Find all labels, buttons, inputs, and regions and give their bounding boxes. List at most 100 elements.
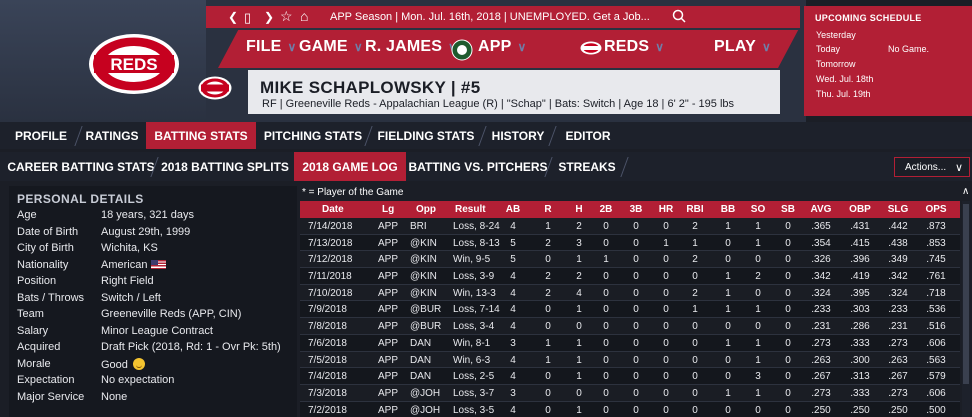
subtab-batting-vs-pitchers[interactable]: BATTING VS. PITCHERS <box>408 159 548 174</box>
schedule-today[interactable]: Today <box>816 44 841 54</box>
table-cell: 0 <box>603 287 609 299</box>
scrollbar-thumb[interactable] <box>963 204 969 384</box>
table-cell: 0 <box>663 304 669 316</box>
column-header-ab[interactable]: AB <box>505 204 521 215</box>
schedule-tomorrow[interactable]: Tomorrow <box>816 59 856 69</box>
subtab-batting-splits[interactable]: 2018 BATTING SPLITS <box>161 159 289 174</box>
table-cell: 1 <box>755 354 761 366</box>
smiley-face-icon <box>132 357 145 370</box>
tab-profile[interactable]: PROFILE <box>14 128 67 143</box>
table-row[interactable]: 7/9/2018 APP @BUR Loss, 7-14 4 0 1 0 0 0 1 1 1 0 .233.… <box>300 301 960 319</box>
star-icon[interactable]: ☆ <box>280 8 293 24</box>
table-cell: @BUR <box>410 321 442 333</box>
column-header-so[interactable]: SO <box>750 204 766 215</box>
forward-icon[interactable]: ❯ <box>264 10 275 24</box>
table-row[interactable]: 7/8/2018 APP @BUR Loss, 3-4 4 0 0 0 0 0 0 0 0 0 .231 .2… <box>300 318 960 335</box>
column-header-obp[interactable]: OBP <box>849 204 871 215</box>
column-header-hr[interactable]: HR <box>658 204 674 215</box>
table-row[interactable]: 7/4/2018 APP DAN Loss, 2-5 4 0 1 0 0 0 0 0 3 0 .267 .31… <box>300 368 960 385</box>
table-cell: 0 <box>663 254 669 266</box>
tab-batting-stats[interactable]: BATTING STATS <box>146 122 256 149</box>
column-header-h[interactable]: H <box>575 204 583 215</box>
column-header-sb[interactable]: SB <box>781 204 795 215</box>
actions-dropdown[interactable]: Actions... ∨ <box>894 157 970 177</box>
table-cell: 7/2/2018 <box>308 404 347 416</box>
subtab-streaks[interactable]: STREAKS <box>558 159 616 174</box>
table-cell: @KIN <box>410 237 437 249</box>
detail-value[interactable]: Draft Pick (2018, Rd: 1 - Ovr Pk: 5th) <box>101 341 281 353</box>
table-cell: .718 <box>926 287 946 299</box>
phone-icon[interactable]: ▯ <box>244 10 252 25</box>
menu-file[interactable]: FILE ∨ <box>246 38 296 56</box>
table-cell: 3 <box>510 337 516 349</box>
tab-editor[interactable]: EDITOR <box>565 128 611 143</box>
scroll-up-icon[interactable]: ∧ <box>962 186 970 197</box>
table-header: Date Lg Opp Result AB R H 2B 3B HR RBI BB SO SB AVG OBP… <box>300 201 960 218</box>
chevron-down-icon: ∨ <box>954 162 963 174</box>
menu-league[interactable]: APP ∨ <box>478 38 526 56</box>
table-cell: 2 <box>576 221 582 232</box>
schedule-thu[interactable]: Thu. Jul. 19th <box>816 89 871 99</box>
table-row[interactable]: 7/11/2018 APP @KIN Loss, 3-9 4 2 2 0 0 0 0 1 2 0 .342.… <box>300 268 960 285</box>
column-header-avg[interactable]: AVG <box>810 204 832 215</box>
table-cell: Loss, 3-7 <box>453 387 495 399</box>
menu-game[interactable]: GAME ∨ <box>299 38 363 56</box>
tab-pitching-stats[interactable]: PITCHING STATS <box>263 128 363 143</box>
table-cell: 0 <box>633 387 639 399</box>
column-header-result[interactable]: Result <box>455 204 486 215</box>
table-cell: 7/5/2018 <box>308 354 347 366</box>
table-cell: .563 <box>926 354 946 366</box>
table-cell: 1 <box>545 221 551 232</box>
schedule-wed[interactable]: Wed. Jul. 18th <box>816 74 874 84</box>
status-bar <box>206 6 800 28</box>
home-icon[interactable]: ⌂ <box>300 8 309 24</box>
column-header-lg[interactable]: Lg <box>382 204 395 215</box>
table-row[interactable]: 7/3/2018 APP @JOH Loss, 3-7 3 0 0 0 0 0 0 1 1 0 .273 .3… <box>300 384 960 402</box>
column-header-3b[interactable]: 3B <box>629 204 643 215</box>
tab-fielding-stats[interactable]: FIELDING STATS <box>377 128 475 143</box>
column-header-ops[interactable]: OPS <box>925 204 947 215</box>
column-header-opp[interactable]: Opp <box>416 204 436 215</box>
table-row[interactable]: 7/14/2018 APP BRI Loss, 8-24 4 1 2 0 0 0 2 1 1 0 .365.… <box>300 218 960 235</box>
table-cell: @KIN <box>410 287 437 299</box>
subtab-career-batting[interactable]: CAREER BATTING STATS <box>7 159 155 174</box>
table-cell: 0 <box>545 404 551 416</box>
menu-team[interactable]: REDS ∨ <box>604 38 664 56</box>
schedule-yesterday[interactable]: Yesterday <box>816 30 856 40</box>
table-cell: Loss, 3-4 <box>453 321 495 333</box>
column-header-r[interactable]: R <box>544 204 552 215</box>
actions-label: Actions... <box>905 161 947 173</box>
column-header-date[interactable]: Date <box>322 204 344 215</box>
menu-manager[interactable]: R. JAMES∨ <box>365 38 457 56</box>
table-row[interactable]: 7/12/2018 APP @KIN Win, 9-5 5 0 1 1 0 0 2 0 0 0 .326 .3… <box>300 251 960 269</box>
table-cell: .250 <box>888 404 908 416</box>
table-row[interactable]: 7/6/2018 APP DAN Win, 8-1 3 1 1 0 0 0 0 1 1 0 .273 .333… <box>300 334 960 352</box>
column-header-bb[interactable]: BB <box>720 204 736 215</box>
menu-play[interactable]: PLAY ∨ <box>714 38 771 56</box>
reds-logo-icon[interactable]: REDS <box>88 33 180 95</box>
table-row[interactable]: 7/13/2018 APP @KIN Loss, 8-13 5 2 3 0 0 1 1 0 1 0 .354… <box>300 234 960 252</box>
table-row[interactable]: 7/5/2018 APP DAN Win, 6-3 4 1 1 0 0 0 0 0 1 0 .263 .300… <box>300 351 960 369</box>
table-cell: .438 <box>888 237 908 249</box>
column-header-slg[interactable]: SLG <box>887 204 909 215</box>
logo-text: REDS <box>110 55 157 74</box>
detail-label: Salary <box>17 324 49 337</box>
table-cell: 0 <box>633 337 639 349</box>
column-header-rbi[interactable]: RBI <box>686 204 704 215</box>
tab-ratings[interactable]: RATINGS <box>85 128 139 143</box>
table-cell: 2 <box>755 271 761 283</box>
detail-value[interactable]: Greeneville Reds (APP, CIN) <box>101 308 241 320</box>
tab-history[interactable]: HISTORY <box>491 128 545 143</box>
table-cell: Win, 8-1 <box>453 337 491 349</box>
back-icon[interactable]: ❮ <box>228 10 239 24</box>
table-cell: 7/9/2018 <box>308 304 347 316</box>
table-row[interactable]: 7/10/2018 APP @KIN Win, 13-3 4 2 4 0 0 0 2 1 0 0 .324.… <box>300 284 960 302</box>
table-cell: 1 <box>545 337 551 349</box>
table-row[interactable]: 7/2/2018 APP @JOH Loss, 3-5 4 0 1 0 0 0 0 0 0 0 .250 .2… <box>300 401 960 417</box>
subtab-game-log[interactable]: 2018 GAME LOG <box>294 152 406 181</box>
table-cell: 7/12/2018 <box>308 254 353 266</box>
search-icon[interactable] <box>672 9 686 23</box>
column-header-2b[interactable]: 2B <box>599 204 613 215</box>
table-cell: 3 <box>510 387 516 399</box>
